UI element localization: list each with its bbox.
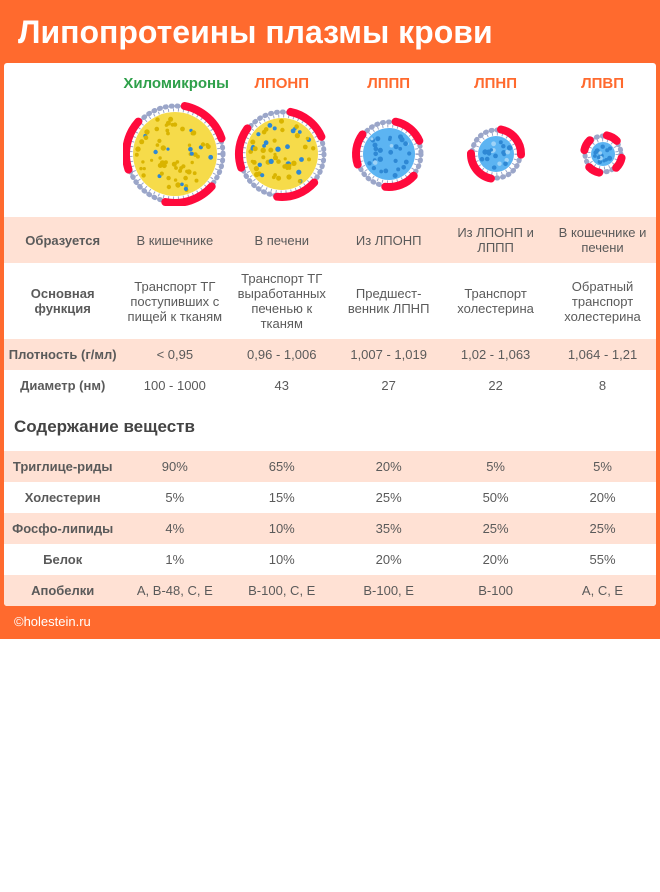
table-panel: ХиломикроныЛПОНПЛПППЛПНПЛПВП ОбразуетсяВ… — [4, 63, 656, 606]
row-diameter: Диаметр (нм)100 - 10004327228 — [4, 370, 656, 401]
column-header-ldl: ЛПНП — [442, 63, 549, 98]
particle-chylo — [121, 98, 228, 217]
cell-apo-idl: B-100, E — [335, 575, 442, 606]
row-label-tg: Триглице-риды — [4, 451, 121, 482]
cell-function-vldl: Транспорт ТГ выработанных печенью к ткан… — [228, 263, 335, 339]
row-function: Основная функцияТранспорт ТГ поступивших… — [4, 263, 656, 339]
cell-formed-hdl: В кошечнике и печени — [549, 217, 656, 263]
cell-formed-ldl: Из ЛПОНП и ЛППП — [442, 217, 549, 263]
cell-function-hdl: Обратный транспорт холестерина — [549, 263, 656, 339]
cell-diameter-ldl: 22 — [442, 370, 549, 401]
column-header-vldl: ЛПОНП — [228, 63, 335, 98]
particle-row — [4, 98, 656, 217]
cell-prot-chylo: 1% — [121, 544, 228, 575]
cell-function-idl: Предшест-венник ЛПНП — [335, 263, 442, 339]
row-label-chol: Холестерин — [4, 482, 121, 513]
cell-tg-hdl: 5% — [549, 451, 656, 482]
cell-apo-chylo: A, B-48, C, E — [121, 575, 228, 606]
cell-chol-idl: 25% — [335, 482, 442, 513]
column-header-idl: ЛППП — [335, 63, 442, 98]
row-prot: Белок1%10%20%20%55% — [4, 544, 656, 575]
cell-chol-chylo: 5% — [121, 482, 228, 513]
cell-diameter-chylo: 100 - 1000 — [121, 370, 228, 401]
cell-formed-idl: Из ЛПОНП — [335, 217, 442, 263]
section-heading: Содержание веществ — [4, 401, 656, 451]
cell-apo-ldl: B-100 — [442, 575, 549, 606]
row-label-formed: Образуется — [4, 217, 121, 263]
cell-apo-vldl: B-100, C, E — [228, 575, 335, 606]
cell-tg-chylo: 90% — [121, 451, 228, 482]
cell-formed-vldl: В печени — [228, 217, 335, 263]
row-density: Плотность (г/мл)< 0,950,96 - 1,0061,007 … — [4, 339, 656, 370]
footer-credit: ©holestein.ru — [4, 606, 656, 635]
cell-phos-hdl: 25% — [549, 513, 656, 544]
cell-tg-ldl: 5% — [442, 451, 549, 482]
cell-function-ldl: Транспорт холестерина — [442, 263, 549, 339]
lipoprotein-table: ХиломикроныЛПОНПЛПППЛПНПЛПВП ОбразуетсяВ… — [4, 63, 656, 606]
cell-density-vldl: 0,96 - 1,006 — [228, 339, 335, 370]
cell-chol-hdl: 20% — [549, 482, 656, 513]
infographic-frame: Липопротеины плазмы крови ХиломикроныЛПО… — [0, 0, 660, 639]
row-phos: Фосфо-липиды4%10%35%25%25% — [4, 513, 656, 544]
cell-prot-ldl: 20% — [442, 544, 549, 575]
row-label-density: Плотность (г/мл) — [4, 339, 121, 370]
row-formed: ОбразуетсяВ кишечникеВ печениИз ЛПОНПИз … — [4, 217, 656, 263]
cell-function-chylo: Транспорт ТГ поступивших с пищей к тканя… — [121, 263, 228, 339]
cell-density-hdl: 1,064 - 1,21 — [549, 339, 656, 370]
row-label-diameter: Диаметр (нм) — [4, 370, 121, 401]
row-chol: Холестерин5%15%25%50%20% — [4, 482, 656, 513]
cell-apo-hdl: A, C, E — [549, 575, 656, 606]
row-apo: АпобелкиA, B-48, C, EB-100, C, EB-100, E… — [4, 575, 656, 606]
cell-chol-ldl: 50% — [442, 482, 549, 513]
row-label-prot: Белок — [4, 544, 121, 575]
cell-tg-idl: 20% — [335, 451, 442, 482]
row-label-function: Основная функция — [4, 263, 121, 339]
row-tg: Триглице-риды90%65%20%5%5% — [4, 451, 656, 482]
cell-prot-idl: 20% — [335, 544, 442, 575]
cell-diameter-hdl: 8 — [549, 370, 656, 401]
cell-phos-vldl: 10% — [228, 513, 335, 544]
cell-phos-idl: 35% — [335, 513, 442, 544]
column-header-hdl: ЛПВП — [549, 63, 656, 98]
cell-density-ldl: 1,02 - 1,063 — [442, 339, 549, 370]
row-label-phos: Фосфо-липиды — [4, 513, 121, 544]
cell-tg-vldl: 65% — [228, 451, 335, 482]
cell-diameter-idl: 27 — [335, 370, 442, 401]
cell-prot-vldl: 10% — [228, 544, 335, 575]
column-header-chylo: Хиломикроны — [121, 63, 228, 98]
particle-vldl — [228, 98, 335, 217]
cell-diameter-vldl: 43 — [228, 370, 335, 401]
header-row: ХиломикроныЛПОНПЛПППЛПНПЛПВП — [4, 63, 656, 98]
particle-hdl — [549, 98, 656, 217]
particle-idl — [335, 98, 442, 217]
cell-density-idl: 1,007 - 1,019 — [335, 339, 442, 370]
particle-ldl — [442, 98, 549, 217]
cell-phos-ldl: 25% — [442, 513, 549, 544]
cell-chol-vldl: 15% — [228, 482, 335, 513]
cell-prot-hdl: 55% — [549, 544, 656, 575]
page-title: Липопротеины плазмы крови — [4, 4, 656, 63]
cell-phos-chylo: 4% — [121, 513, 228, 544]
cell-density-chylo: < 0,95 — [121, 339, 228, 370]
row-label-apo: Апобелки — [4, 575, 121, 606]
cell-formed-chylo: В кишечнике — [121, 217, 228, 263]
